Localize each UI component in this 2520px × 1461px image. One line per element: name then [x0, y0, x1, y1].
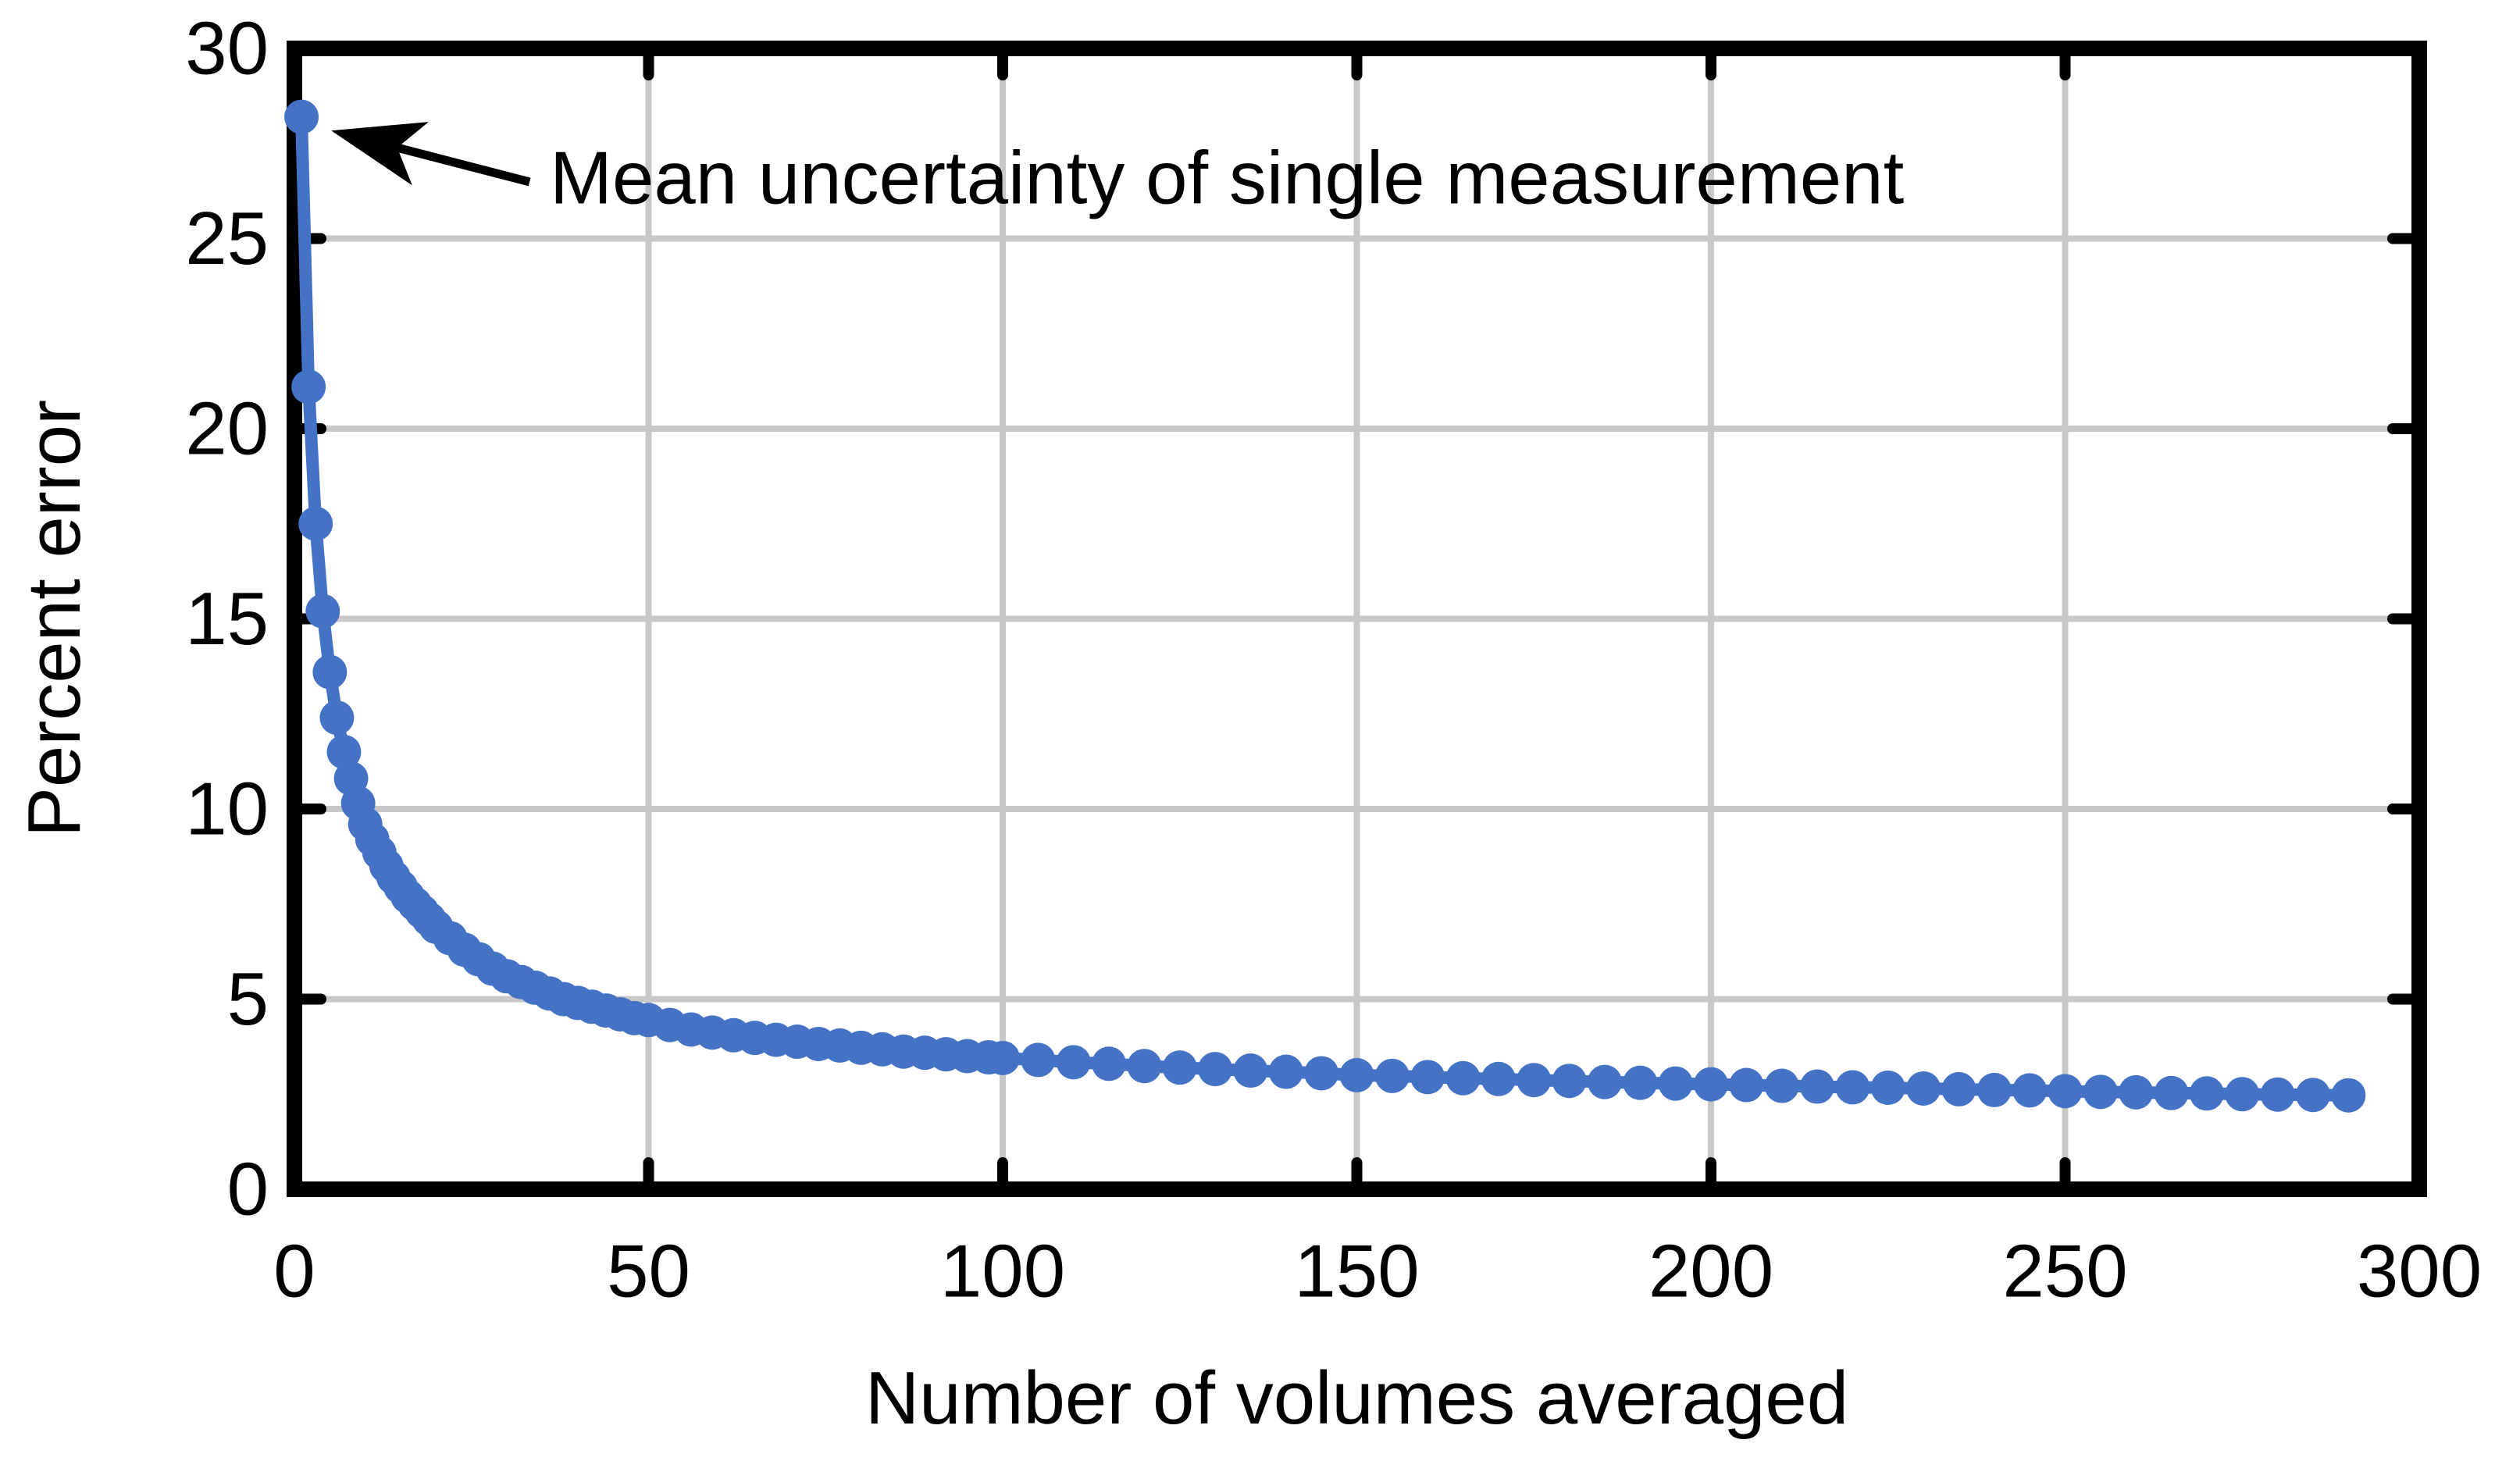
data-point — [1339, 1057, 1374, 1092]
data-point — [1410, 1060, 1445, 1095]
data-point — [2295, 1078, 2330, 1113]
data-point — [291, 369, 326, 404]
data-point — [1658, 1066, 1693, 1101]
data-point — [1056, 1045, 1091, 1080]
data-point — [1198, 1052, 1233, 1087]
y-tick-label: 20 — [185, 387, 269, 471]
data-point — [1374, 1058, 1410, 1093]
data-point — [1941, 1071, 1976, 1106]
annotation-arrow-head — [331, 122, 429, 186]
data-point — [1976, 1072, 2012, 1107]
annotation-label: Mean uncertainty of single measurement — [550, 136, 1905, 220]
data-point — [319, 700, 355, 736]
data-point — [1694, 1067, 1728, 1102]
data-point — [1729, 1067, 1764, 1103]
data-point — [1127, 1049, 1162, 1084]
data-point — [2119, 1074, 2154, 1110]
data-point — [1623, 1065, 1658, 1100]
y-tick-label: 15 — [185, 577, 269, 661]
y-tick-label: 25 — [185, 197, 269, 280]
annotation-arrow-shaft — [396, 143, 531, 187]
x-axis-title: Number of volumes averaged — [864, 1356, 1849, 1440]
y-tick-label: 10 — [185, 768, 269, 851]
plot-border — [287, 41, 2427, 1197]
y-tick-label: 0 — [227, 1148, 269, 1231]
data-point — [1481, 1061, 1516, 1096]
data-point — [1870, 1070, 1905, 1105]
data-point — [1092, 1046, 1127, 1081]
data-point — [2260, 1077, 2295, 1112]
data-point — [986, 1040, 1020, 1075]
y-tick-label: 5 — [227, 957, 269, 1041]
x-tick-label: 50 — [607, 1230, 690, 1313]
x-tick-label: 200 — [1649, 1230, 1773, 1313]
data-point — [2189, 1076, 2224, 1111]
data-point — [2331, 1078, 2366, 1113]
data-point — [1445, 1060, 1481, 1096]
data-point — [2083, 1074, 2118, 1110]
series-line — [295, 116, 2349, 1102]
x-tick-label: 300 — [2357, 1230, 2482, 1313]
data-point — [2048, 1074, 2083, 1109]
data-point — [312, 654, 348, 690]
data-point — [1233, 1053, 1268, 1089]
data-point — [1021, 1042, 1056, 1078]
data-point — [298, 506, 333, 541]
data-point — [2154, 1075, 2189, 1110]
x-tick-label: 150 — [1294, 1230, 1419, 1313]
data-point — [284, 99, 319, 134]
data-point — [1835, 1070, 1870, 1105]
data-point — [1268, 1054, 1303, 1089]
data-point — [1304, 1056, 1339, 1091]
data-point — [1162, 1050, 1197, 1085]
data-point — [1587, 1064, 1622, 1099]
data-point — [2225, 1077, 2260, 1112]
data-point — [1906, 1071, 1941, 1106]
x-tick-label: 250 — [2002, 1230, 2127, 1313]
data-point — [305, 593, 340, 629]
y-axis-title: Percent error — [12, 399, 96, 838]
data-point — [1764, 1068, 1799, 1103]
data-point — [1552, 1064, 1587, 1099]
x-tick-label: 0 — [273, 1230, 315, 1313]
x-tick-label: 100 — [940, 1230, 1065, 1313]
data-point — [1800, 1069, 1835, 1104]
data-point — [2012, 1073, 2048, 1108]
y-tick-label: 30 — [185, 7, 269, 91]
data-point — [1517, 1063, 1552, 1098]
data-point — [326, 734, 362, 769]
